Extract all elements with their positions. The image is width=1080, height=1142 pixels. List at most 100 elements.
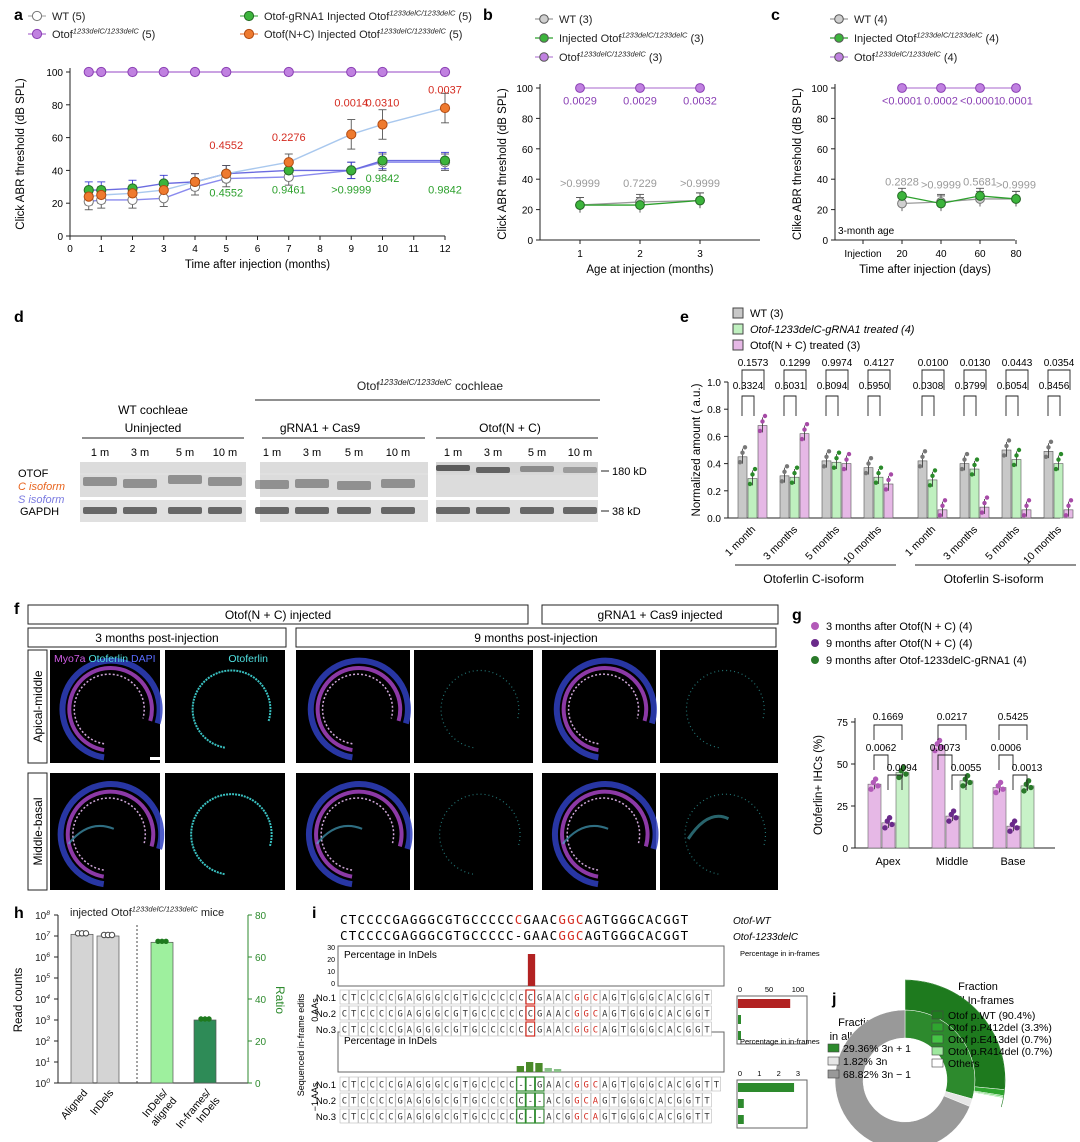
i-seq-cell — [507, 1005, 517, 1021]
d-group2-title: Otof1233delC/1233delC cochleae — [357, 378, 503, 393]
d-lane-label: 5 m — [345, 447, 363, 459]
i-seq-cell — [348, 989, 359, 1005]
i-label-mut: Otof-1233delC — [733, 932, 799, 943]
i-inframe-bar — [738, 999, 791, 1008]
i-seq-cell — [553, 1092, 563, 1108]
i-seq-char: A — [407, 1113, 413, 1123]
i-seq-cell — [581, 1108, 591, 1124]
i-seq-char: C — [658, 1081, 663, 1091]
g-y-label: Otoferlin+ IHCs (%) — [813, 735, 825, 835]
e-bracket-top — [963, 369, 987, 390]
e-dot — [826, 449, 832, 454]
g-legend-label: 3 months after Otof(N + C) (4) — [826, 621, 972, 633]
i-hist-tick: 30 — [327, 945, 335, 952]
i-seq-char: C — [658, 994, 663, 1004]
i-seq-cell — [451, 1108, 461, 1124]
i-seq-cell — [339, 1021, 349, 1037]
e-dot — [942, 498, 948, 503]
g-p-right: 0.0055 — [951, 763, 982, 774]
i-seq-cell — [618, 1108, 628, 1124]
i-seq-cell — [423, 989, 433, 1005]
e-dot — [974, 457, 980, 462]
e-dot — [876, 470, 881, 476]
e-category-label: 5 months — [983, 524, 1022, 563]
e-bar-wt — [863, 467, 874, 519]
e-y-tick-label: 0.8 — [707, 405, 721, 416]
e-dot — [1063, 513, 1069, 518]
i-seq-cell — [479, 1092, 489, 1108]
c-x-tick-label: 80 — [1010, 249, 1022, 260]
a-p-value: 0.9842 — [428, 184, 462, 196]
i-seq-char: G — [695, 1010, 700, 1020]
i-seq-cell — [469, 1092, 480, 1108]
a-y-tick-label: 40 — [52, 166, 64, 177]
e-category-label: 5 months — [803, 524, 842, 563]
f-cochlea-dapi — [307, 657, 411, 761]
i-seq-cell — [590, 1021, 601, 1037]
i-seq-cell — [674, 989, 684, 1005]
i-seq-cell — [488, 1092, 498, 1108]
i-seq-char: C — [342, 1113, 347, 1123]
g-bracket-outer — [937, 724, 967, 740]
a-point-mut — [439, 66, 451, 78]
i-row-label: No.2 — [316, 1096, 336, 1107]
j-inner-legend-swatch — [827, 1043, 840, 1053]
i-seq-char: G — [565, 1097, 570, 1107]
g-legend-marker — [811, 622, 819, 630]
i-seq-char: G — [416, 1026, 421, 1036]
i-seq-char: G — [574, 994, 579, 1004]
h-category-label: InDels — [88, 1087, 116, 1118]
a-point-nc — [96, 189, 107, 201]
i-seq-cell — [627, 989, 638, 1005]
g-dot — [1014, 825, 1020, 831]
e-legend-label: Otof(N + C) treated (3) — [750, 340, 860, 352]
f-cochlea-dapi — [305, 781, 413, 888]
i-seq-char: G — [639, 1010, 644, 1020]
panel-letter-b: b — [483, 7, 493, 24]
i-seq-char: A — [667, 1010, 673, 1020]
g-dot — [1021, 788, 1027, 794]
i-seq-char: C — [509, 1026, 514, 1036]
i-seq-char: C — [491, 1010, 496, 1020]
b-p-value: 0.0032 — [683, 96, 717, 108]
i-seq-cell — [432, 1021, 442, 1037]
e-p-top: 0.0443 — [1002, 358, 1033, 369]
e-legend-swatch — [732, 339, 744, 351]
c-y-tick-label: 0 — [822, 236, 828, 247]
e-p-bottom: 0.5950 — [859, 381, 890, 392]
i-seq-char: G — [649, 1081, 654, 1091]
i-seq-cell — [646, 989, 656, 1005]
e-dot — [1048, 439, 1054, 445]
i-seq-char: C — [342, 1097, 347, 1107]
i-seq-char: C — [342, 1081, 347, 1091]
i-seq-char: G — [425, 994, 430, 1004]
i-seq-char: C — [491, 1113, 496, 1123]
i-seq-char: C — [518, 994, 523, 1004]
i-seq-char: G — [695, 994, 700, 1004]
i-seq-char: G — [435, 1010, 440, 1020]
i-seq-char: A — [602, 1081, 608, 1091]
a-point-mut — [127, 66, 138, 78]
d-band-gapdh — [337, 507, 371, 514]
f-image-panel — [165, 773, 285, 890]
i-seq-cell — [590, 1092, 601, 1108]
i-seq-cell — [367, 1108, 377, 1124]
a-p-value: 0.9461 — [272, 184, 306, 196]
i-hist-tick: 0 — [331, 981, 335, 988]
i-seq-char: G — [472, 1113, 477, 1123]
c-point-grna — [897, 191, 907, 201]
g-bracket-right — [951, 774, 967, 790]
i-seq-char: C — [444, 1081, 449, 1091]
i-seq-char: C — [500, 1010, 505, 1020]
i-seq-char: G — [435, 1026, 440, 1036]
c-y-tick-label: 40 — [817, 175, 829, 186]
a-point-grna — [377, 155, 388, 166]
i-seq-char: G — [425, 1081, 430, 1091]
i-seq-cell — [395, 989, 405, 1005]
i-seq-cell — [590, 1108, 601, 1124]
i-seq-char: C — [481, 1010, 486, 1020]
b-y-tick-label: 100 — [516, 84, 533, 95]
i-seq-char: G — [435, 994, 440, 1004]
c-y-tick-label: 60 — [817, 145, 829, 156]
i-seq-char: G — [686, 1097, 691, 1107]
